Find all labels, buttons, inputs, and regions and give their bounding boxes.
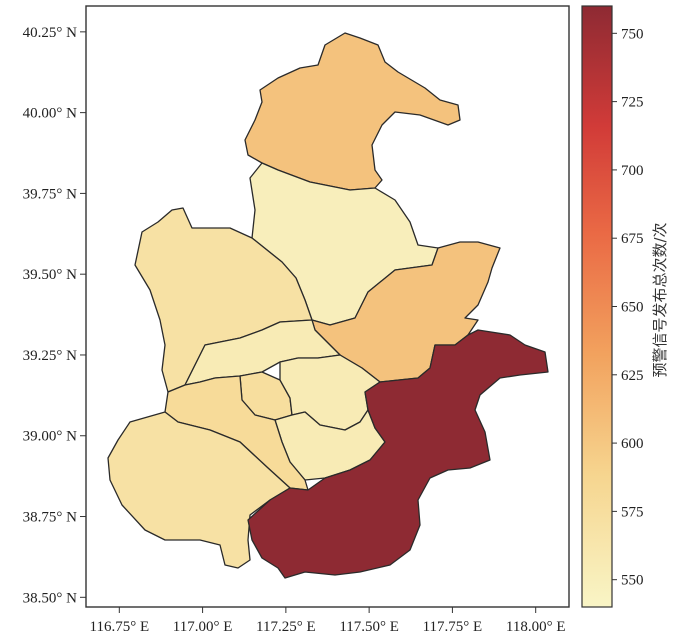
y-axis: 38.50° N 38.75° N 39.00° N 39.25° N 39.50° N… <box>23 25 86 606</box>
x-tick-label: 117.00° E <box>173 619 233 635</box>
y-tick-label: 39.50° N <box>23 267 77 283</box>
x-tick-label: 117.50° E <box>339 619 399 635</box>
x-tick-label: 117.25° E <box>256 619 316 635</box>
region-southwest <box>107 411 291 569</box>
colorbar-gradient <box>581 5 613 608</box>
colorbar-tick-label: 750 <box>621 26 644 42</box>
y-tick-label: 40.00° N <box>23 106 77 122</box>
colorbar-ticks: 550 575 600 625 650 675 700 725 750 <box>612 26 644 589</box>
region-north <box>244 32 461 191</box>
x-axis: 116.75° E 117.00° E 117.25° E 117.50° E 117.… <box>90 607 566 635</box>
colorbar-tick-label: 700 <box>621 163 644 179</box>
x-tick-label: 117.75° E <box>423 619 483 635</box>
y-tick-label: 39.25° N <box>23 348 77 364</box>
y-tick-label: 40.25° N <box>23 25 77 41</box>
colorbar-tick-label: 600 <box>621 436 644 452</box>
y-tick-label: 39.75° N <box>23 186 77 202</box>
colorbar-tick-label: 650 <box>621 300 644 316</box>
colorbar: 550 575 600 625 650 675 700 725 750 预警信号发布总次数/次 <box>581 5 669 608</box>
x-tick-label: 116.75° E <box>90 619 150 635</box>
colorbar-tick-label: 625 <box>621 368 644 384</box>
map-regions <box>107 32 549 579</box>
colorbar-tick-label: 725 <box>621 95 644 111</box>
colorbar-tick-label: 550 <box>621 573 644 589</box>
region-coastal <box>247 329 549 579</box>
y-tick-label: 39.00° N <box>23 429 77 445</box>
y-tick-label: 38.50° N <box>23 590 77 606</box>
x-tick-label: 118.00° E <box>506 619 566 635</box>
colorbar-tick-label: 575 <box>621 504 644 520</box>
y-tick-label: 38.75° N <box>23 510 77 526</box>
colorbar-tick-label: 675 <box>621 231 644 247</box>
colorbar-title: 预警信号发布总次数/次 <box>651 222 669 377</box>
